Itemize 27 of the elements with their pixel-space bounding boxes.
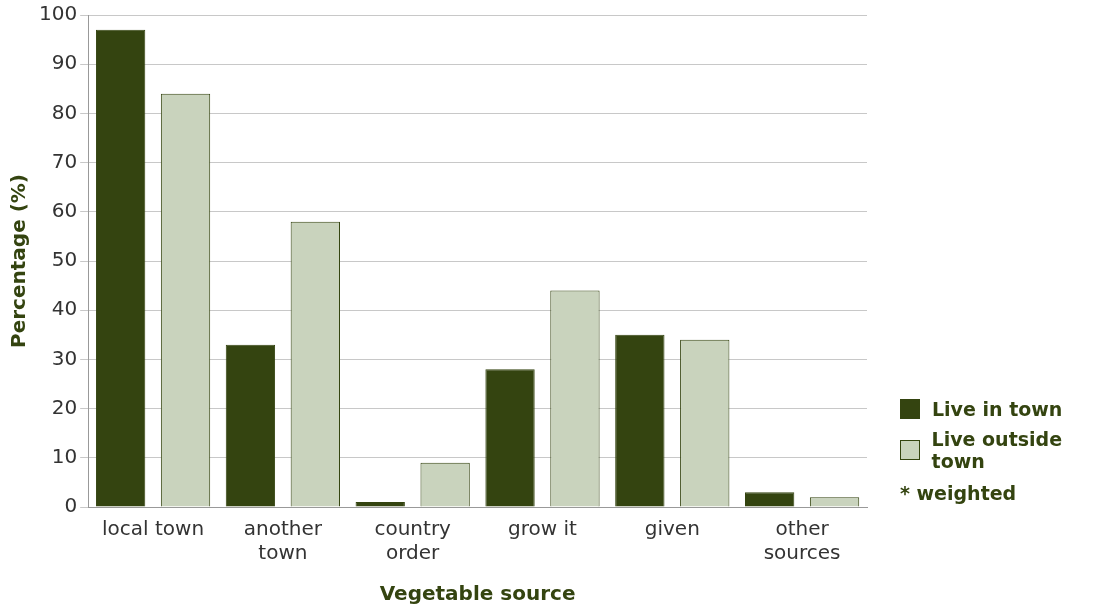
x-tick-label: given <box>644 516 700 541</box>
x-tick-label: grow it <box>508 516 578 541</box>
y-tick-label: 80 <box>51 99 78 124</box>
y-tick-label: 90 <box>51 50 78 75</box>
bar <box>744 492 795 507</box>
y-tick-label: 10 <box>51 444 78 468</box>
y-tick-label: 30 <box>51 345 78 370</box>
y-tick-label: 50 <box>51 247 78 272</box>
y-tick-label: 20 <box>51 394 78 419</box>
y-tick-label: 100 <box>38 1 78 26</box>
legend-label: Live outside town <box>931 428 1064 472</box>
x-tick-label: other sources <box>763 516 841 565</box>
bar <box>485 369 535 507</box>
y-tick-label: 60 <box>51 198 78 222</box>
x-axis-title: Vegetable source <box>379 581 576 606</box>
x-tick-label: local town <box>102 516 205 541</box>
legend-label: Live in town <box>932 398 1063 420</box>
y-tick-label: 40 <box>51 296 78 321</box>
bar <box>615 334 665 507</box>
bar <box>225 344 276 507</box>
text: * weighted <box>900 482 1017 504</box>
x-tick-label: country order <box>374 516 452 565</box>
y-tick-label: 70 <box>51 148 78 173</box>
x-tick-label: another town <box>243 516 323 565</box>
y-axis-title: Percentage (%) <box>6 174 31 348</box>
bar <box>95 29 146 507</box>
y-tick-label: 0 <box>64 493 78 518</box>
